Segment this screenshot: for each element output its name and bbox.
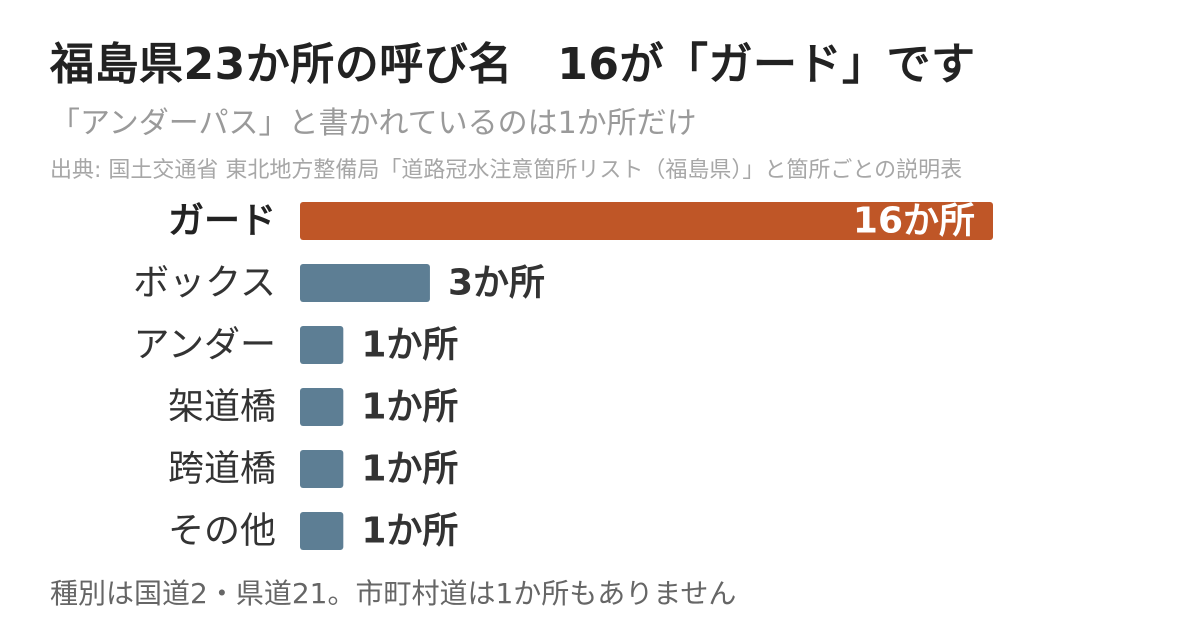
chart-title: 福島県23か所の呼び名 16が「ガード」です [50, 39, 976, 90]
source-note: 出典: 国土交通省 東北地方整備局「道路冠水注意箇所リスト（福島県）」と箇所ごと… [50, 158, 963, 183]
value-label: 1か所 [361, 511, 458, 552]
value-label: 1か所 [361, 449, 458, 490]
category-label: ボックス [133, 263, 276, 304]
value-label: 1か所 [361, 387, 458, 428]
bar [300, 388, 344, 426]
bar [300, 512, 344, 550]
footnote: 種別は国道2・県道21。市町村道は1か所もありません [50, 577, 737, 610]
category-label: 架道橋 [168, 387, 276, 428]
category-label: アンダー [133, 325, 276, 366]
chart-subtitle: 「アンダーパス」と書かれているのは1か所だけ [50, 106, 697, 141]
bar [300, 450, 344, 488]
category-label: 跨道橋 [168, 449, 276, 490]
bar [300, 326, 344, 364]
category-label: その他 [168, 511, 276, 552]
bar [300, 202, 993, 240]
value-label: 16か所 [853, 201, 975, 242]
bar [300, 264, 430, 302]
value-label: 3か所 [448, 263, 545, 304]
category-label: ガード [168, 201, 276, 242]
value-label: 1か所 [361, 325, 458, 366]
